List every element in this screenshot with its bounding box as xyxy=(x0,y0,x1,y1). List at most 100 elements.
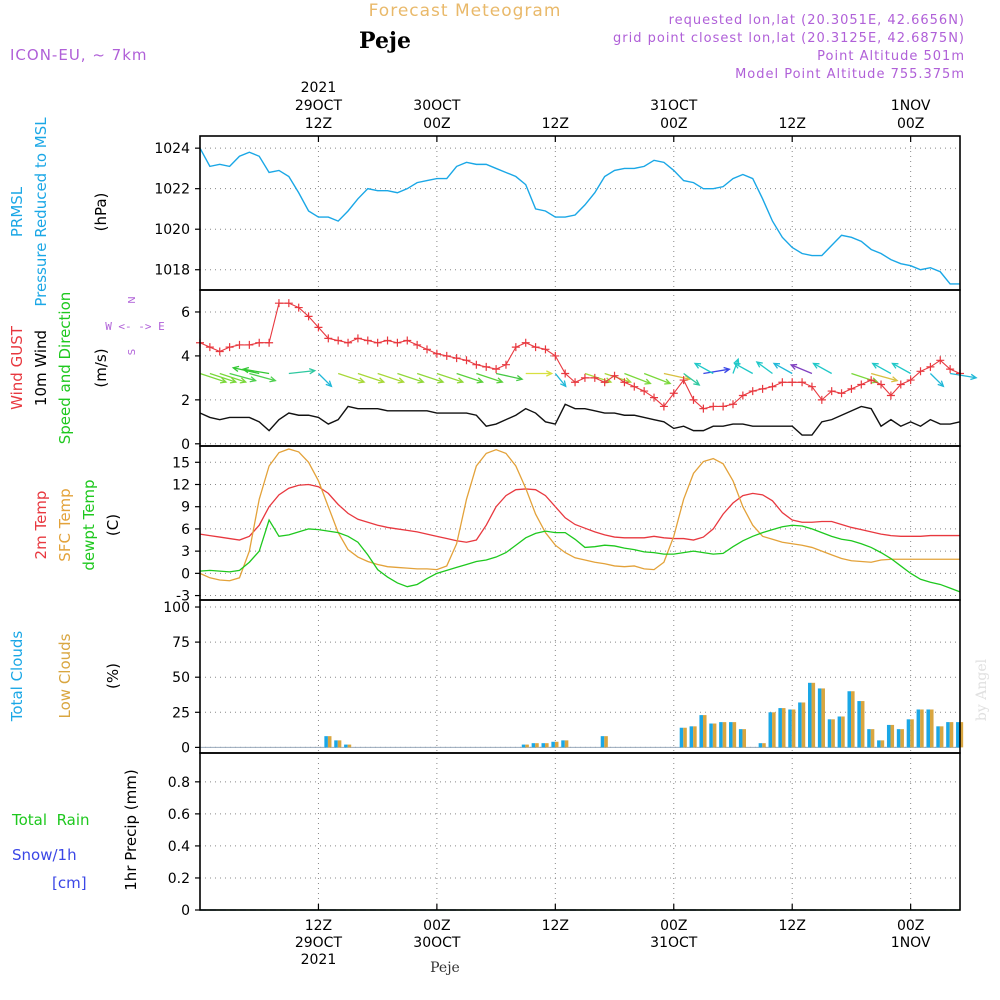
total-cloud-bar xyxy=(738,729,743,748)
wind-arrow xyxy=(694,362,714,375)
wind-arrow-head xyxy=(417,377,425,384)
gust-marker xyxy=(245,340,254,349)
top-time-label: 00Z xyxy=(423,116,450,132)
wind-arrow xyxy=(337,372,365,383)
gust-marker xyxy=(462,356,471,365)
total-cloud-bar xyxy=(946,722,950,748)
wind-arrow xyxy=(683,372,700,386)
wind-arrow xyxy=(773,362,793,375)
point-altitude: Point Altitude 501m xyxy=(817,49,965,64)
total-cloud-bar xyxy=(798,702,802,748)
wind-arrow-head xyxy=(970,373,978,381)
wind-arrow-head xyxy=(772,362,781,369)
wind-arrow-head xyxy=(693,362,702,369)
total-cloud-bar xyxy=(768,712,773,748)
total-cloud-bar xyxy=(541,743,546,748)
wind-arrow-head xyxy=(789,363,798,370)
bottom-time-label: 1NOV xyxy=(891,935,931,951)
gust-marker xyxy=(877,380,886,389)
wind-arrow-head xyxy=(377,377,386,384)
y-tick-label: 1024 xyxy=(154,141,190,157)
total-cloud-bar xyxy=(896,729,901,748)
total-clouds-label: Total Clouds xyxy=(8,631,26,723)
bottom-time-label: 29OCT xyxy=(295,935,343,951)
wind-arrow-head xyxy=(937,380,945,388)
wind-arrow xyxy=(436,372,464,383)
wind-arrow-head xyxy=(546,370,554,377)
top-time-label: 12Z xyxy=(779,116,806,132)
low-clouds-label: Low Clouds xyxy=(56,633,74,718)
top-time-label: 00Z xyxy=(660,116,687,132)
gust-marker xyxy=(205,343,214,352)
total-cloud-bar xyxy=(916,709,921,748)
gust-marker xyxy=(580,373,589,382)
wind-arrow xyxy=(892,362,911,375)
pressure-panel-labels: PRMSL Pressure Reduced to MSL (hPa) xyxy=(8,117,110,307)
pressure-line xyxy=(199,147,960,285)
low-cloud-bar xyxy=(327,736,332,748)
wind-arrow xyxy=(790,364,813,375)
wind-arrow-head xyxy=(496,377,504,384)
gust-marker xyxy=(689,395,698,404)
total-cloud-bar xyxy=(719,722,723,748)
total-cloud-bar xyxy=(679,727,684,748)
gust-marker xyxy=(472,360,481,369)
low-cloud-bar xyxy=(900,729,904,748)
wind-arrow-head xyxy=(476,377,485,384)
gust-marker xyxy=(719,402,728,411)
low-cloud-bar xyxy=(554,741,559,748)
total-cloud-bar xyxy=(344,744,348,748)
wind-arrow xyxy=(624,372,651,385)
panel-background xyxy=(200,446,960,600)
wind-arrow-head xyxy=(664,378,672,385)
gust-marker xyxy=(738,391,747,400)
gust-marker xyxy=(225,343,234,352)
gust-marker xyxy=(630,382,639,391)
wind-arrow xyxy=(872,362,892,375)
wind-arrow-head xyxy=(723,366,731,374)
gust-marker xyxy=(265,338,274,347)
low-cloud-bar xyxy=(890,724,895,748)
low-cloud-bar xyxy=(910,719,914,748)
top-time-label: 00Z xyxy=(897,116,924,132)
gust-marker xyxy=(373,338,382,347)
wind-arrow-head xyxy=(229,377,238,384)
low-cloud-bar xyxy=(702,715,707,748)
low-cloud-bar xyxy=(791,709,796,748)
total-cloud-bar xyxy=(817,688,822,748)
wind-arrow xyxy=(199,372,227,383)
gust-marker xyxy=(492,365,501,374)
gust-marker xyxy=(590,373,599,382)
top-time-label: 31OCT xyxy=(650,98,698,114)
y-tick-label: 9 xyxy=(181,500,190,516)
gust-marker xyxy=(432,349,441,358)
gust-marker xyxy=(659,402,668,411)
total-cloud-bar xyxy=(709,723,713,748)
gust-marker xyxy=(650,393,659,402)
top-time-label: 12Z xyxy=(305,116,332,132)
wind-arrow-head xyxy=(397,377,406,384)
wind-arrow-head xyxy=(308,368,317,375)
precip-unit: 1hr Precip (mm) xyxy=(122,769,140,890)
compass-west-east: W <- -> E xyxy=(105,320,165,333)
y-tick-label: 1020 xyxy=(154,222,190,238)
prmsl-label: PRMSL xyxy=(8,186,26,237)
cloud-panel-labels: Total Clouds Low Clouds (%) xyxy=(8,631,122,723)
y-tick-label: 4 xyxy=(181,349,190,365)
wind-speed-direction-label: Speed and Direction xyxy=(56,292,74,445)
wind-10m-label: 10m Wind xyxy=(32,330,50,406)
gust-marker xyxy=(334,336,343,345)
gust-marker xyxy=(798,378,807,387)
wind-arrow xyxy=(554,373,567,387)
wind-arrow xyxy=(929,373,944,387)
low-cloud-bar xyxy=(545,743,549,748)
total-cloud-bar xyxy=(926,709,930,748)
top-time-label: 2021 xyxy=(301,80,337,96)
wind-arrow xyxy=(870,372,898,382)
gust-marker xyxy=(423,345,432,354)
low-cloud-bar xyxy=(683,727,687,748)
gust-marker xyxy=(620,378,629,387)
low-cloud-bar xyxy=(959,722,964,748)
wind-arrow-head xyxy=(516,374,524,382)
wind-arrow-head xyxy=(239,377,248,384)
